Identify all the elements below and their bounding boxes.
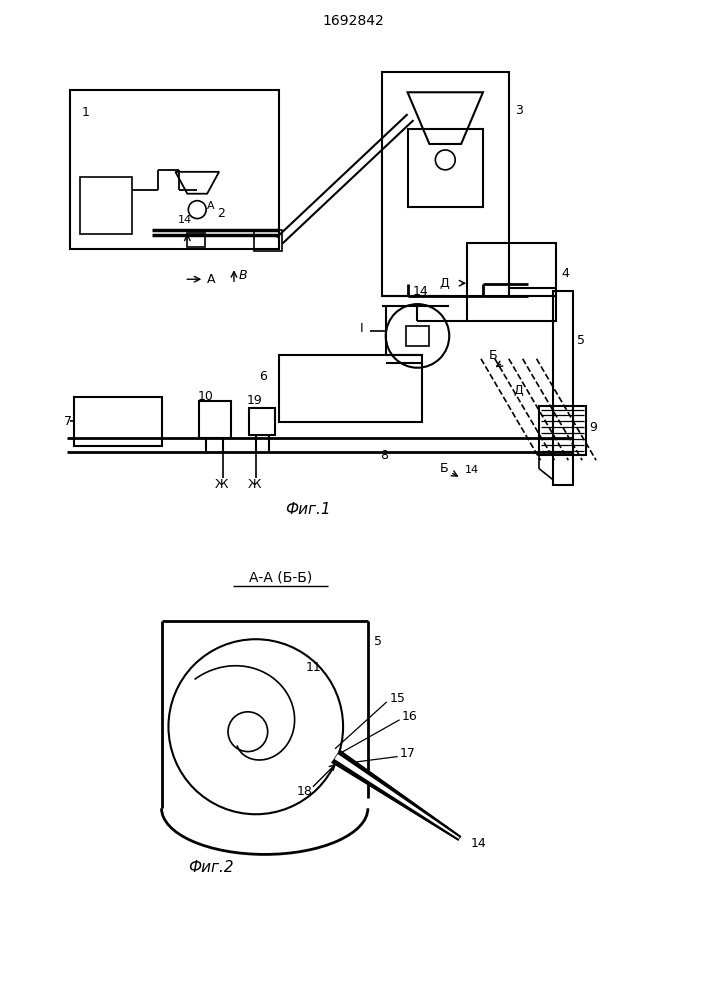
Bar <box>407 129 483 207</box>
Bar <box>70 90 279 249</box>
Text: Б: Б <box>489 349 498 362</box>
Bar <box>406 326 429 346</box>
Bar <box>539 406 586 455</box>
Text: 9: 9 <box>589 421 597 434</box>
Text: 7: 7 <box>64 415 72 428</box>
Text: 2: 2 <box>217 207 225 220</box>
Text: Фиг.1: Фиг.1 <box>286 502 331 517</box>
Polygon shape <box>332 751 460 840</box>
Text: Ж: Ж <box>248 478 262 491</box>
Text: A: A <box>207 201 215 211</box>
Text: 14: 14 <box>465 465 479 475</box>
Text: 3: 3 <box>515 104 522 117</box>
Text: 10: 10 <box>197 390 213 403</box>
Bar <box>80 177 132 234</box>
Bar <box>254 230 281 251</box>
Text: А-А (Б-Б): А-А (Б-Б) <box>249 571 312 585</box>
Bar <box>554 291 573 485</box>
Text: Ж: Ж <box>214 478 228 491</box>
Polygon shape <box>334 754 460 839</box>
Bar <box>187 233 205 247</box>
Text: A: A <box>207 273 216 286</box>
Text: 14: 14 <box>412 285 428 298</box>
Bar <box>74 397 161 446</box>
Text: 18: 18 <box>296 785 312 798</box>
Text: 4: 4 <box>561 267 569 280</box>
Text: 16: 16 <box>402 710 417 723</box>
Text: 5: 5 <box>577 334 585 347</box>
Bar <box>279 355 423 422</box>
Text: Фиг.2: Фиг.2 <box>188 860 234 875</box>
Text: 1692842: 1692842 <box>322 14 384 28</box>
Text: 19: 19 <box>247 394 262 407</box>
Bar <box>382 72 509 296</box>
Text: 15: 15 <box>390 692 406 705</box>
Bar <box>199 401 231 438</box>
Text: 1: 1 <box>82 106 90 119</box>
Text: 6: 6 <box>259 370 267 383</box>
Text: Б: Б <box>439 462 448 475</box>
Text: 11: 11 <box>305 661 321 674</box>
Text: 14: 14 <box>471 837 487 850</box>
Text: 14: 14 <box>177 215 192 225</box>
Text: B: B <box>239 269 247 282</box>
Bar <box>249 408 274 435</box>
Bar <box>467 243 556 321</box>
Text: 8: 8 <box>380 449 388 462</box>
Text: 5: 5 <box>374 635 382 648</box>
Text: 17: 17 <box>399 747 416 760</box>
Text: Д: Д <box>439 277 449 290</box>
Text: I: I <box>360 322 363 335</box>
Text: Д: Д <box>514 384 523 397</box>
